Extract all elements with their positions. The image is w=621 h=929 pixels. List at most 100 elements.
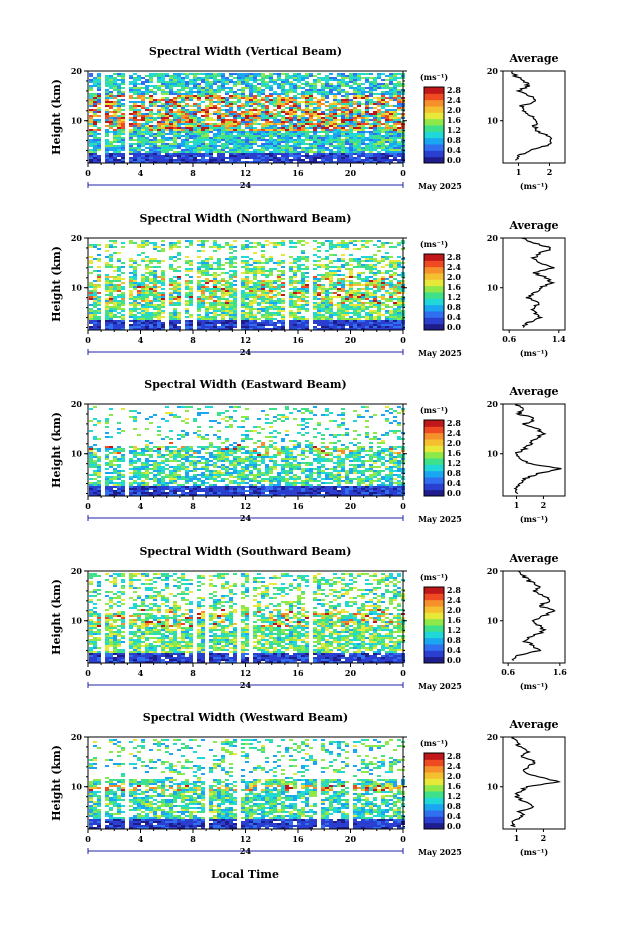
heatmap-cell: [241, 97, 245, 99]
heatmap-cell: [173, 310, 177, 312]
heatmap-cell: [93, 101, 97, 103]
heatmap-cell: [389, 151, 393, 153]
heatmap-cell: [289, 121, 293, 123]
heatmap-cell: [373, 149, 377, 151]
heatmap-cell: [293, 119, 297, 121]
heatmap-cell: [97, 121, 101, 123]
heatmap-cell: [337, 159, 341, 161]
heatmap-cell: [133, 83, 137, 85]
heatmap-cell: [305, 260, 309, 262]
heatmap-cell: [113, 288, 117, 290]
heatmap-cell: [229, 79, 233, 81]
heatmap-cell: [165, 93, 169, 95]
heatmap-cell: [113, 133, 117, 135]
heatmap-cell: [197, 91, 201, 93]
heatmap-cell: [321, 129, 325, 131]
heatmap-cell: [217, 260, 221, 262]
heatmap-cell: [253, 121, 257, 123]
heatmap-cell: [137, 79, 141, 81]
heatmap-cell: [349, 115, 353, 117]
heatmap-cell: [181, 107, 185, 109]
heatmap-cell: [273, 143, 277, 145]
heatmap-cell: [221, 73, 225, 75]
heatmap-cell: [369, 85, 373, 87]
heatmap-cell: [217, 131, 221, 133]
heatmap-cell: [389, 282, 393, 284]
heatmap-cell: [329, 129, 333, 131]
heatmap-cell: [381, 135, 385, 137]
heatmap-cell: [153, 248, 157, 250]
heatmap-cell: [129, 135, 133, 137]
heatmap-cell: [385, 242, 389, 244]
heatmap-cell: [333, 109, 337, 111]
heatmap-cell: [117, 73, 121, 75]
heatmap-cell: [117, 135, 121, 137]
heatmap-cell: [273, 296, 277, 298]
heatmap-cell: [373, 147, 377, 149]
heatmap-cell: [253, 113, 257, 115]
heatmap-cell: [341, 278, 345, 280]
heatmap-cell: [361, 131, 365, 133]
heatmap-cell: [345, 103, 349, 105]
heatmap-cell: [289, 155, 293, 157]
heatmap-cell: [321, 121, 325, 123]
heatmap-cell: [237, 105, 241, 107]
heatmap-cell: [305, 308, 309, 310]
heatmap-cell: [261, 155, 265, 157]
heatmap-cell: [89, 119, 93, 121]
heatmap-cell: [281, 109, 285, 111]
heatmap-cell: [289, 127, 293, 129]
heatmap-cell: [221, 310, 225, 312]
heatmap-cell: [281, 97, 285, 99]
heatmap-cell: [361, 155, 365, 157]
heatmap-cell: [309, 159, 313, 161]
heatmap-cell: [357, 139, 361, 141]
heatmap-cell: [321, 153, 325, 155]
heatmap-cell: [357, 318, 361, 320]
heatmap-cell: [189, 83, 193, 85]
heatmap-cell: [281, 137, 285, 139]
heatmap-cell: [301, 272, 305, 274]
heatmap-cell: [89, 312, 93, 314]
heatmap-cell: [181, 161, 185, 163]
heatmap-cell: [117, 155, 121, 157]
heatmap-cell: [333, 123, 337, 125]
heatmap-cell: [293, 127, 297, 129]
heatmap-cell: [173, 304, 177, 306]
heatmap-cell: [185, 141, 189, 143]
heatmap-cell: [249, 282, 253, 284]
heatmap-cell: [293, 117, 297, 119]
heatmap-cell: [197, 97, 201, 99]
heatmap-cell: [117, 316, 121, 318]
heatmap-cell: [345, 113, 349, 115]
heatmap-cell: [249, 131, 253, 133]
heatmap-cell: [329, 260, 333, 262]
heatmap-cell: [129, 286, 133, 288]
heatmap-cell: [237, 139, 241, 141]
heatmap-cell: [145, 300, 149, 302]
heatmap-cell: [321, 284, 325, 286]
heatmap-cell: [193, 147, 197, 149]
heatmap-cell: [177, 266, 181, 268]
heatmap-cell: [393, 272, 397, 274]
heatmap-cell: [133, 159, 137, 161]
heatmap-cell: [181, 109, 185, 111]
heatmap-cell: [365, 322, 369, 324]
heatmap-cell: [181, 153, 185, 155]
heatmap-cell: [305, 153, 309, 155]
heatmap-cell: [333, 139, 337, 141]
heatmap-cell: [325, 322, 329, 324]
heatmap-cell: [273, 119, 277, 121]
heatmap-cell: [329, 143, 333, 145]
heatmap-cell: [349, 113, 353, 115]
heatmap-cell: [365, 294, 369, 296]
heatmap-cell: [113, 306, 117, 308]
heatmap-cell: [329, 312, 333, 314]
heatmap-cell: [281, 93, 285, 95]
heatmap-cell: [117, 121, 121, 123]
heatmap-cell: [249, 135, 253, 137]
heatmap-cell: [113, 151, 117, 153]
heatmap-cell: [141, 284, 145, 286]
heatmap-cell: [261, 127, 265, 129]
heatmap-cell: [109, 117, 113, 119]
